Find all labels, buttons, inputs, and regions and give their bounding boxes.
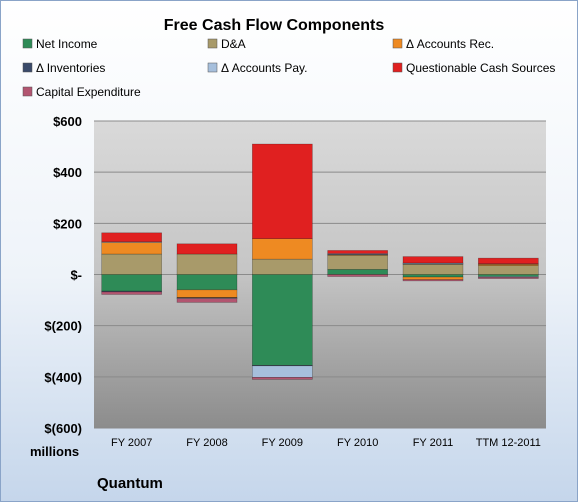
bar-net-income-fy-2009: [252, 274, 313, 366]
x-tick-label: FY 2007: [111, 437, 152, 449]
bar-capital-expenditure-fy-2010: [327, 274, 388, 277]
legend-label-net-income: Net Income: [36, 37, 98, 51]
bar-d-a-fy-2008: [176, 253, 238, 275]
legend-label-capital-expenditure: Capital Expenditure: [36, 85, 141, 99]
bar-questionable-cash-sources-fy-2008: [176, 243, 238, 255]
bars: [101, 143, 539, 380]
bar-net-income-ttm-12-2011: [478, 274, 539, 277]
y-tick-label: $(400): [44, 370, 82, 385]
x-tick-label: FY 2010: [337, 437, 378, 449]
legend-label-accounts-pay: Δ Accounts Pay.: [221, 61, 308, 75]
bar-net-income-fy-2011: [402, 274, 464, 278]
legend-swatch-net-income: [22, 38, 33, 49]
bar-d-a-fy-2009: [252, 258, 313, 275]
bar-questionable-cash-sources-fy-2010: [327, 250, 388, 254]
bar-net-income-fy-2007: [101, 274, 162, 292]
bar-d-a-fy-2011: [402, 263, 464, 275]
x-tick-label: TTM 12-2011: [476, 437, 541, 449]
legend-swatch-d-a: [207, 38, 218, 49]
bar-questionable-cash-sources-fy-2011: [402, 256, 464, 264]
bar-capital-expenditure-fy-2007: [101, 291, 162, 295]
legend-swatch-inventories: [22, 62, 33, 73]
legend-swatch-accounts-pay: [207, 62, 218, 73]
legend-swatch-accounts-rec: [392, 38, 403, 49]
legend-label-questionable-cash-sources: Questionable Cash Sources: [406, 61, 555, 75]
chart-title: Free Cash Flow Components: [164, 17, 385, 34]
bar-questionable-cash-sources-fy-2007: [101, 232, 162, 243]
y-tick-label: $(200): [44, 319, 82, 334]
bar-accounts-pay-fy-2009: [252, 365, 313, 378]
chart-legend: Net Income D&A Δ Accounts Rec. Δ Inventorie…: [22, 37, 555, 99]
bar-capital-expenditure-fy-2008: [176, 298, 238, 303]
bar-accounts-pay-ttm-12-2011: [478, 276, 539, 278]
bar-capital-expenditure-fy-2011: [402, 279, 464, 282]
x-axis: FY 2007 FY 2008 FY 2009 FY 2010 FY 2011 TTM 1…: [111, 437, 541, 449]
y-axis: $600 $400 $200 $- $(200) $(400) $(600): [44, 114, 82, 436]
bar-d-a-fy-2010: [327, 255, 388, 270]
gridlines: [94, 120, 546, 429]
bar-net-income-fy-2010: [327, 269, 388, 275]
bar-questionable-cash-sources-ttm-12-2011: [478, 257, 539, 265]
bar-inventories-fy-2011: [402, 263, 464, 265]
bar-net-income-fy-2008: [176, 274, 238, 291]
y-tick-label: $(600): [44, 421, 82, 436]
company-name: Quantum: [97, 475, 163, 492]
bar-capital-expenditure-ttm-12-2011: [478, 277, 539, 279]
bar-capital-expenditure-fy-2009: [252, 377, 313, 380]
bar-accounts-pay-fy-2008: [176, 297, 238, 299]
unit-label: millions: [30, 444, 79, 459]
bar-d-a-fy-2007: [101, 253, 162, 275]
legend-swatch-capital-expenditure: [22, 86, 33, 97]
legend-swatch-questionable-cash-sources: [392, 62, 403, 73]
x-tick-label: FY 2011: [413, 437, 454, 449]
legend-label-d-a: D&A: [221, 37, 246, 51]
y-tick-label: $200: [53, 216, 82, 231]
y-tick-label: $-: [70, 268, 82, 283]
bar-questionable-cash-sources-fy-2009: [252, 143, 313, 239]
bar-accounts-rec-fy-2007: [101, 242, 162, 255]
bar-accounts-rec-fy-2008: [176, 289, 238, 298]
bar-d-a-ttm-12-2011: [478, 265, 539, 275]
y-tick-label: $600: [53, 114, 82, 129]
x-tick-label: FY 2009: [262, 437, 303, 449]
y-tick-label: $400: [53, 165, 82, 180]
legend-label-inventories: Δ Inventories: [36, 61, 105, 75]
x-tick-label: FY 2008: [186, 437, 227, 449]
bar-accounts-rec-fy-2011: [402, 276, 464, 280]
legend-label-accounts-rec: Δ Accounts Rec.: [406, 37, 494, 51]
bar-accounts-rec-fy-2009: [252, 238, 313, 260]
